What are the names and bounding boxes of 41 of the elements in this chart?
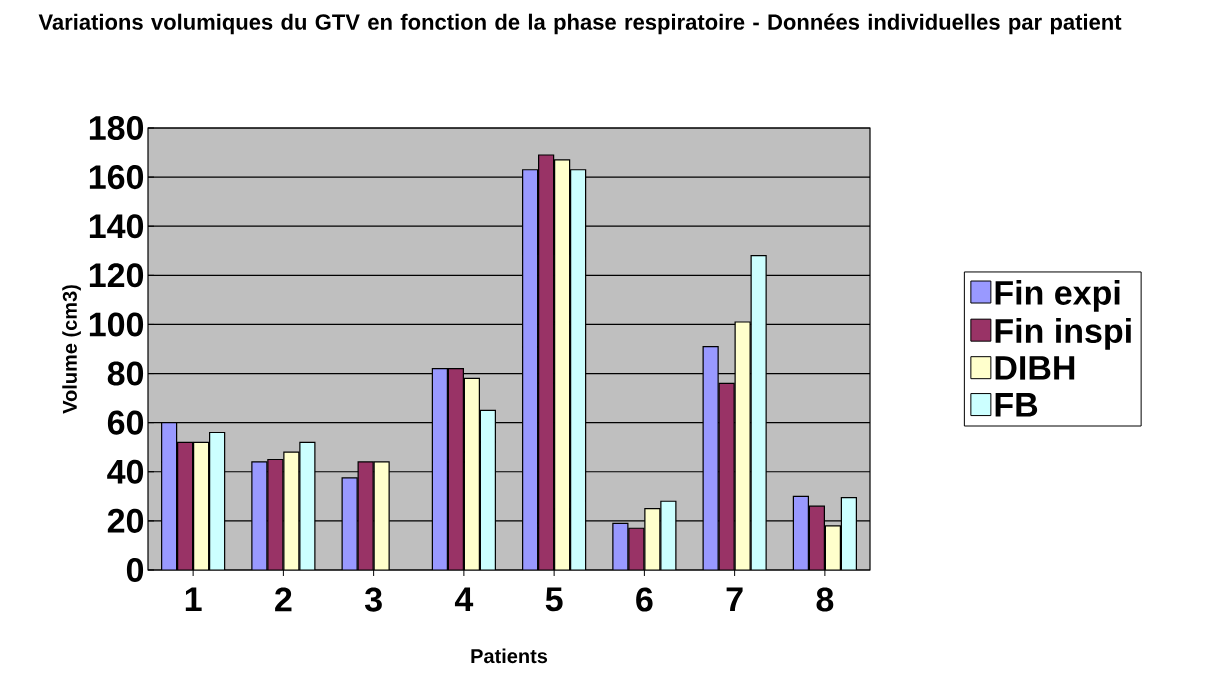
- x-tick-label: 5: [545, 587, 563, 612]
- y-tick-label: 60: [107, 410, 144, 435]
- bar: [209, 431, 226, 570]
- x-tick-label: 1: [185, 587, 202, 611]
- bar: [161, 422, 178, 570]
- x-tick-label: 2: [275, 587, 292, 612]
- bar: [447, 368, 464, 570]
- bar: [824, 525, 841, 570]
- y-tick-label: 120: [89, 263, 144, 288]
- x-tick-label: 8: [816, 587, 834, 612]
- bar: [792, 495, 809, 570]
- y-axis-title: Volume (cm3): [62, 285, 81, 414]
- y-tick-label: 180: [89, 115, 144, 141]
- x-tick-label: 3: [364, 587, 382, 612]
- bar: [840, 496, 857, 570]
- legend-label: Fin inspi: [995, 318, 1131, 350]
- legend-label: DIBH: [995, 356, 1075, 380]
- bar: [554, 159, 571, 570]
- bar: [193, 441, 210, 570]
- y-tick-label: 80: [107, 361, 144, 386]
- bar: [570, 169, 587, 570]
- x-tick-label: 4: [454, 587, 474, 611]
- bar: [463, 377, 480, 570]
- y-tick-label: 40: [107, 459, 144, 484]
- y-tick-label: 140: [89, 214, 144, 239]
- x-axis-title: Patients: [471, 648, 548, 664]
- x-tick-label: 7: [726, 587, 743, 611]
- x-tick-label: 6: [636, 587, 653, 612]
- y-tick-label: 100: [89, 312, 144, 337]
- legend-label: Fin expi: [995, 279, 1120, 312]
- bar: [538, 154, 555, 570]
- y-tick-label: 160: [89, 165, 144, 190]
- chart-title: Variations volumiques du GTV en fonction de la phase respiratoire - Données individuelles par patient: [38, 13, 1122, 35]
- bar: [522, 169, 539, 570]
- bar: [479, 409, 496, 570]
- y-tick-label: 20: [107, 508, 144, 533]
- bar: [431, 368, 448, 570]
- legend-label: FB: [995, 393, 1038, 417]
- bar: [808, 505, 825, 570]
- y-tick-label: 0: [126, 557, 144, 583]
- bar: [177, 441, 194, 570]
